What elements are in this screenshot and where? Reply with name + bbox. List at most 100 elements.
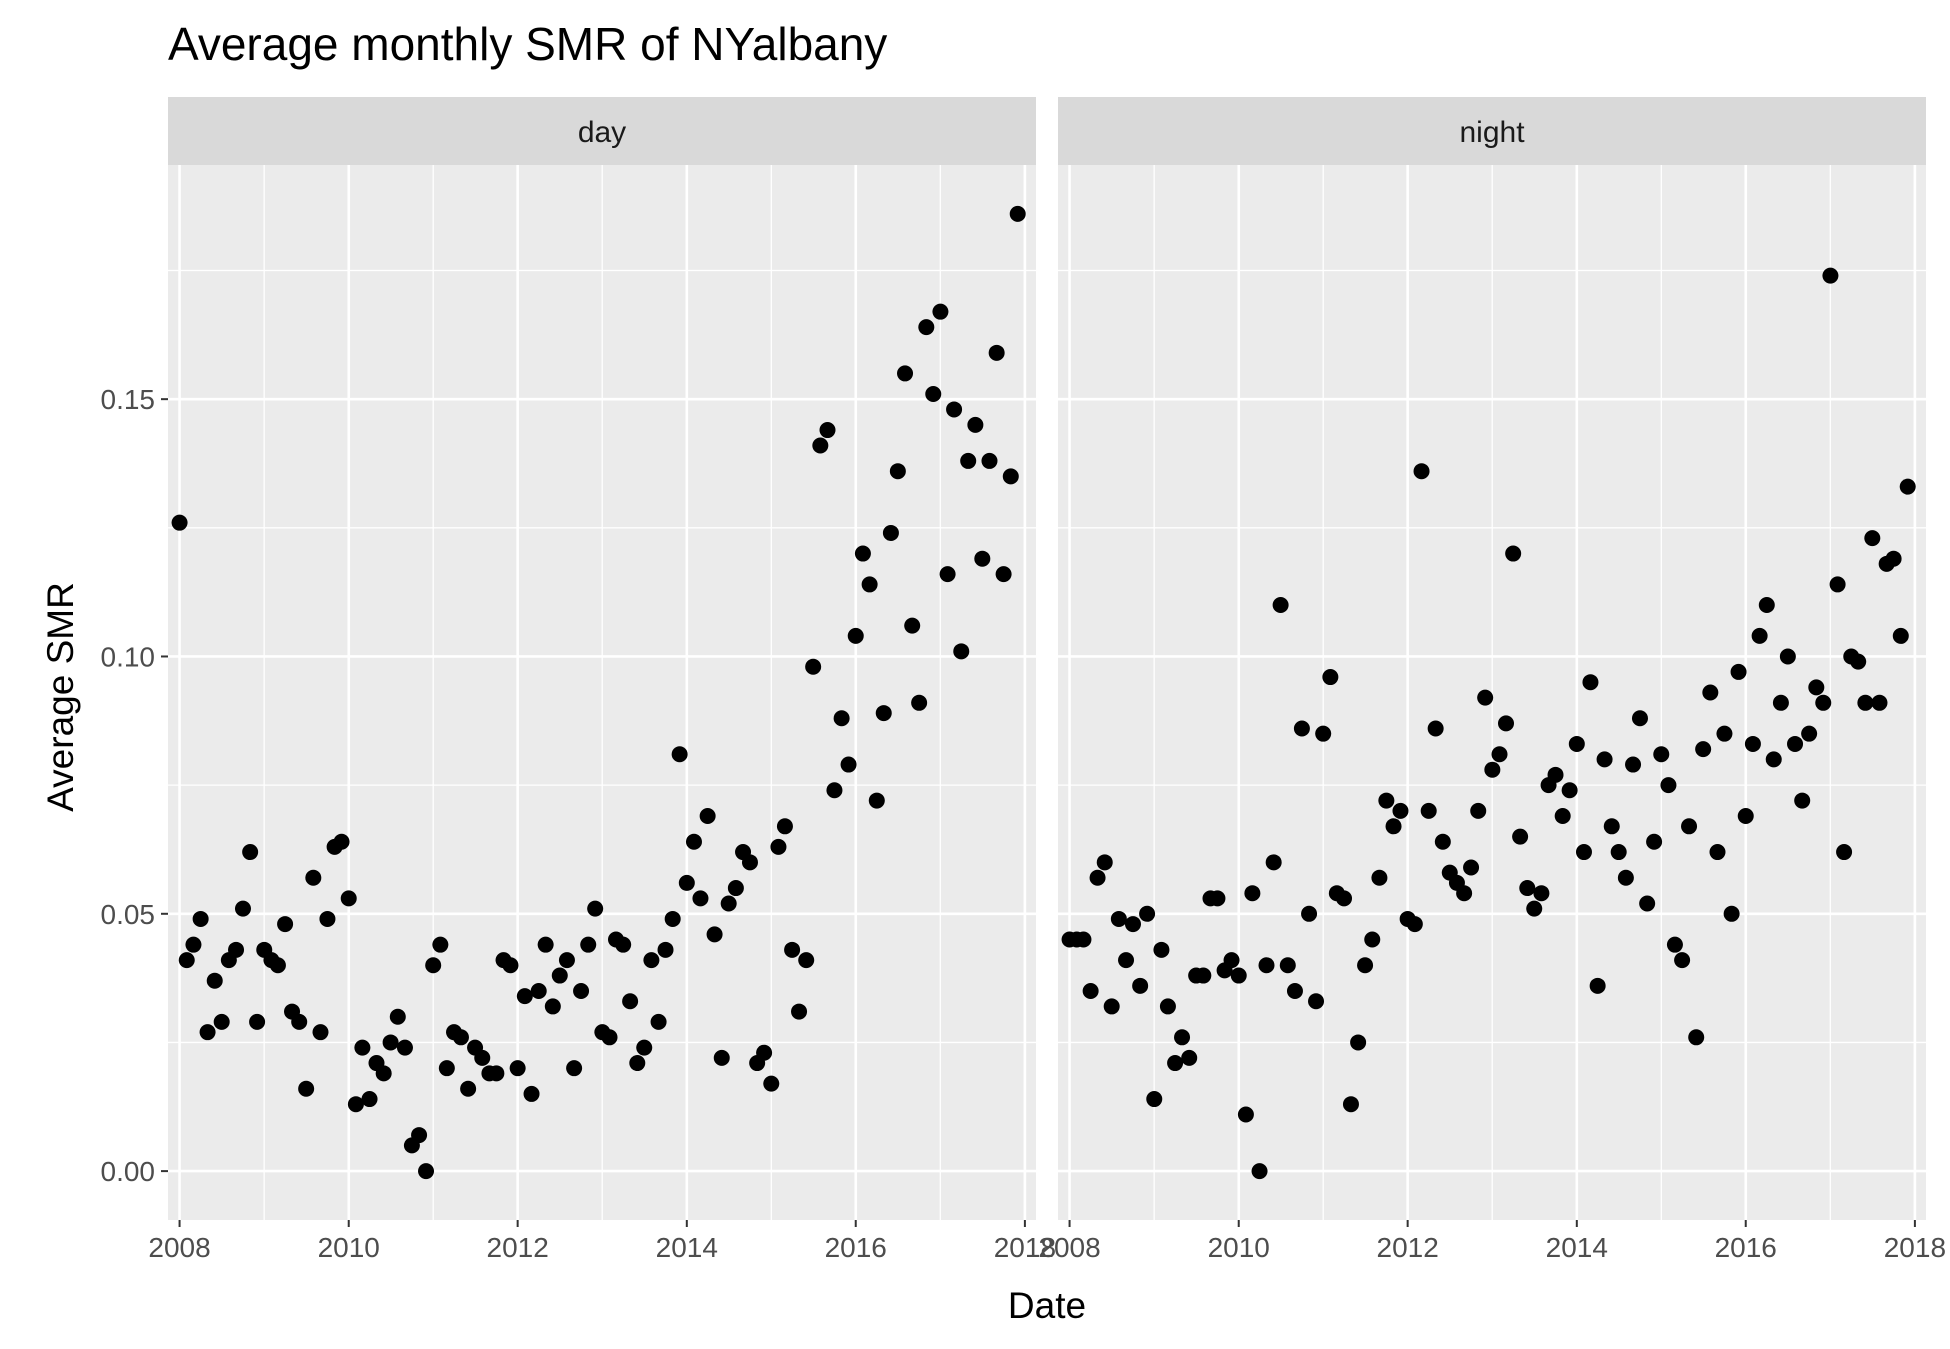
data-point-night xyxy=(1639,895,1656,912)
data-point-night xyxy=(1765,751,1782,768)
data-point-night xyxy=(1596,751,1613,768)
facet-panel-day: day 2008 2010 2012 2014 2016 2018 xyxy=(148,97,1056,1263)
data-point-day xyxy=(756,1044,773,1061)
data-point-night xyxy=(1695,741,1712,758)
data-point-night xyxy=(1674,952,1691,969)
data-point-night xyxy=(1230,967,1247,984)
data-point-night xyxy=(1617,869,1634,886)
data-point-day xyxy=(798,952,815,969)
data-point-night xyxy=(1554,808,1571,825)
data-point-night xyxy=(1153,941,1170,958)
data-point-night xyxy=(1885,550,1902,567)
data-point-day xyxy=(558,952,575,969)
data-point-night xyxy=(1730,663,1747,680)
data-point-night xyxy=(1286,982,1303,999)
data-point-night xyxy=(1716,725,1733,742)
data-point-day xyxy=(875,705,892,722)
data-point-night xyxy=(1470,802,1487,819)
data-point-day xyxy=(523,1085,540,1102)
data-point-day xyxy=(981,452,998,469)
x-tick-label: 2010 xyxy=(1208,1232,1270,1263)
data-point-night xyxy=(1857,694,1874,711)
data-point-day xyxy=(805,658,822,675)
data-point-day xyxy=(967,416,984,433)
data-point-day xyxy=(678,874,695,891)
data-point-night xyxy=(1737,808,1754,825)
data-point-day xyxy=(234,900,251,917)
data-point-night xyxy=(1159,998,1176,1015)
data-point-day xyxy=(192,910,209,927)
data-point-day xyxy=(551,967,568,984)
data-point-night xyxy=(1829,576,1846,593)
facet-label-day: day xyxy=(578,116,626,149)
y-axis: 0.00 0.05 0.10 0.15 xyxy=(101,384,168,1187)
y-tick-label: 0.10 xyxy=(101,641,156,672)
x-tick-label: 2018 xyxy=(1884,1232,1946,1263)
data-point-night xyxy=(1744,735,1761,752)
data-point-night xyxy=(1258,957,1275,974)
data-point-night xyxy=(1456,885,1473,902)
data-point-day xyxy=(861,576,878,593)
data-point-day xyxy=(361,1091,378,1108)
data-point-night xyxy=(1787,735,1804,752)
x-tick-label: 2016 xyxy=(1715,1232,1777,1263)
data-point-day xyxy=(897,365,914,382)
data-point-day xyxy=(727,880,744,897)
data-point-day xyxy=(671,746,688,763)
data-point-day xyxy=(1009,205,1026,222)
data-point-night xyxy=(1350,1034,1367,1051)
data-point-day xyxy=(312,1024,329,1041)
data-point-day xyxy=(185,936,202,953)
data-point-night xyxy=(1702,684,1719,701)
data-point-day xyxy=(791,1003,808,1020)
data-point-day xyxy=(319,910,336,927)
data-point-day xyxy=(291,1013,308,1030)
data-point-day xyxy=(960,452,977,469)
data-point-night xyxy=(1406,916,1423,933)
data-point-day xyxy=(699,808,716,825)
data-point-day xyxy=(269,957,286,974)
data-point-night xyxy=(1146,1091,1163,1108)
data-point-night xyxy=(1582,674,1599,691)
data-point-day xyxy=(242,844,259,861)
data-point-night xyxy=(1139,905,1156,922)
data-point-day xyxy=(354,1039,371,1056)
data-point-night xyxy=(1118,952,1135,969)
data-point-day xyxy=(911,694,928,711)
data-point-night xyxy=(1723,905,1740,922)
data-point-day xyxy=(784,941,801,958)
data-point-day xyxy=(882,524,899,541)
data-point-night xyxy=(1801,725,1818,742)
data-point-day xyxy=(840,756,857,773)
data-point-night xyxy=(1364,931,1381,948)
data-point-day xyxy=(418,1163,435,1180)
x-tick-label: 2008 xyxy=(1038,1232,1100,1263)
data-point-day xyxy=(629,1055,646,1072)
data-point-day xyxy=(1002,468,1019,485)
data-point-night xyxy=(1610,844,1627,861)
data-point-day xyxy=(580,936,597,953)
data-point-night xyxy=(1751,627,1768,644)
data-point-night xyxy=(1322,669,1339,686)
data-point-day xyxy=(178,952,195,969)
data-point-day xyxy=(826,782,843,799)
data-point-night xyxy=(1301,905,1318,922)
data-point-night xyxy=(1265,854,1282,871)
data-point-day xyxy=(432,936,449,953)
data-point-night xyxy=(1547,766,1564,783)
data-point-night xyxy=(1779,648,1796,665)
x-tick-label: 2018 xyxy=(994,1232,1056,1263)
data-point-night xyxy=(1646,833,1663,850)
data-point-night xyxy=(1871,694,1888,711)
data-point-night xyxy=(1420,802,1437,819)
data-point-day xyxy=(988,344,1005,361)
data-point-day xyxy=(847,627,864,644)
data-point-night xyxy=(1808,679,1825,696)
data-point-night xyxy=(1209,890,1226,907)
data-point-day xyxy=(932,303,949,320)
data-point-night xyxy=(1463,859,1480,876)
data-point-night xyxy=(1075,931,1092,948)
data-point-day xyxy=(411,1127,428,1144)
x-tick-label: 2016 xyxy=(825,1232,887,1263)
